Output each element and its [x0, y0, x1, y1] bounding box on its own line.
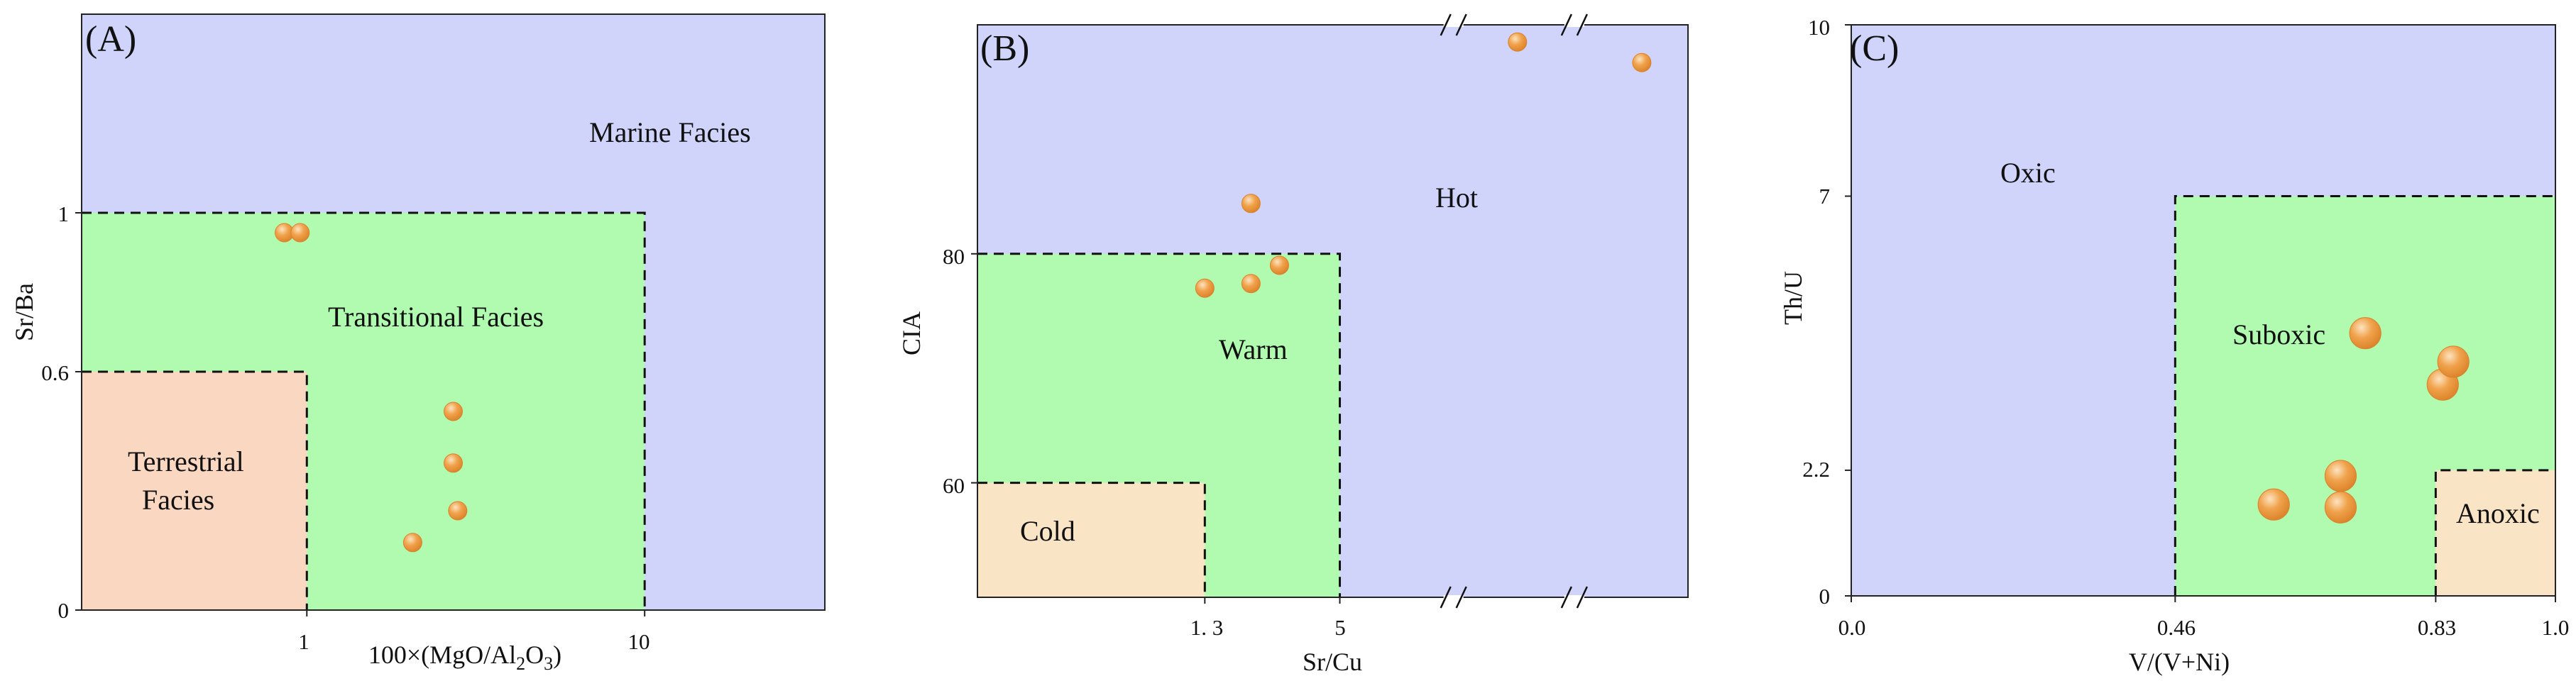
data-point-b-6	[1632, 52, 1652, 72]
data-point-b-2	[1241, 194, 1261, 214]
boundary-b-cold	[977, 482, 1206, 597]
panel-c: (C) Oxic Suboxic Anoxic 10 7 2.2 0 0.0 0…	[1779, 15, 2569, 676]
panel-a-points	[275, 223, 468, 553]
data-point-a-5	[448, 501, 468, 521]
panel-b-ticks	[971, 253, 1341, 604]
panel-b-ylabel: CIA	[897, 311, 926, 355]
boundary-a-transitional-facies	[82, 211, 646, 610]
data-point-c-1	[2257, 488, 2290, 521]
data-point-a-6	[402, 533, 422, 553]
axis-break-bottom-1	[1440, 586, 1467, 609]
data-point-c-3	[2324, 491, 2357, 524]
panel-c-xlabel: V/(V+Ni)	[2129, 648, 2230, 676]
data-point-c-4	[2349, 317, 2382, 350]
panel-a-plot-frame	[81, 13, 826, 611]
boundary-a-terrestrial-facies	[82, 370, 308, 610]
panel-b: (B) Hot Warm Cold 80 60 1. 3 5 CIA Sr/Cu	[897, 13, 1689, 676]
data-point-a-2	[290, 223, 310, 243]
region-label-transitional-facies: Transitional Facies	[328, 301, 544, 333]
panel-c-ylabel: Th/U	[1779, 271, 1807, 325]
panel-c-points	[2257, 317, 2470, 524]
data-point-c-6	[2437, 345, 2470, 378]
data-point-a-4	[444, 453, 463, 473]
boundary-b-warm	[977, 253, 1342, 597]
panel-b-xlabel: Sr/Cu	[1303, 648, 1362, 676]
panel-a-xtick-10: 10	[628, 629, 650, 654]
region-b-cold	[977, 482, 1205, 597]
panel-c-xtick-0-46: 0.46	[2157, 615, 2196, 640]
panel-a-ytick-1: 1	[58, 201, 70, 226]
panel-a-ytick-0: 0	[58, 598, 70, 623]
panel-b-xtick-5: 5	[1334, 615, 1346, 640]
panel-b-ytick-60: 60	[943, 473, 965, 498]
region-label-facies: Facies	[142, 484, 214, 516]
panel-a-xtick-1: 1	[298, 629, 309, 654]
region-c-anoxic	[2435, 470, 2555, 596]
data-point-c-2	[2324, 460, 2357, 492]
data-point-a-3	[444, 402, 463, 421]
panel-c-ytick-10: 10	[1808, 15, 1830, 40]
data-point-b-5	[1508, 32, 1528, 52]
data-point-b-3	[1241, 274, 1261, 294]
panel-b-regions	[977, 25, 1688, 597]
panel-b-ytick-80: 80	[943, 244, 965, 269]
panel-a-ylabel: Sr/Ba	[10, 283, 38, 341]
region-label-warm: Warm	[1219, 333, 1288, 365]
region-label-oxic: Oxic	[2000, 157, 2056, 189]
panel-c-ytick-2-2: 2.2	[1802, 457, 1830, 482]
panel-a-ticks	[75, 212, 646, 616]
axis-break-top-1	[1440, 13, 1467, 36]
region-a-terrestrial-facies	[82, 372, 307, 610]
panel-c-xtick-0-0: 0.0	[1838, 615, 1866, 640]
boundary-c-suboxic	[2174, 195, 2555, 596]
panel-c-plot-frame	[1851, 24, 2556, 597]
panel-c-ticks	[1845, 24, 2556, 602]
panel-b-points	[1195, 32, 1652, 298]
panel-b-axis-breaks	[1440, 13, 1588, 609]
axis-break-top-2	[1560, 13, 1588, 36]
region-label-anoxic: Anoxic	[2456, 497, 2540, 529]
panel-c-regions	[1851, 25, 2555, 596]
panel-b-plot-frame	[977, 24, 1689, 598]
region-label-marine-facies: Marine Facies	[589, 116, 751, 148]
data-point-b-1	[1195, 278, 1215, 298]
panel-c-ytick-0: 0	[1819, 584, 1831, 609]
panel-a-title: (A)	[85, 19, 136, 60]
data-point-b-4	[1269, 255, 1289, 275]
axis-break-bottom-2	[1560, 586, 1588, 609]
panel-b-title: (B)	[980, 28, 1029, 69]
region-label-suboxic: Suboxic	[2232, 319, 2325, 350]
panel-a-xlabel: 100×(MgO/Al2O3)	[368, 641, 561, 674]
region-label-cold: Cold	[1020, 515, 1075, 547]
region-label-terrestrial: Terrestrial	[128, 445, 244, 477]
panel-c-xtick-0-83: 0.83	[2418, 615, 2456, 640]
panel-c-xtick-1-0: 1.0	[2542, 615, 2570, 640]
panel-a-ytick-0-6: 0.6	[41, 360, 69, 385]
panel-c-ytick-7: 7	[1819, 184, 1831, 209]
panel-a: (A) Marine Facies Transitional Facies Te…	[10, 13, 826, 674]
boundary-c-anoxic	[2434, 469, 2555, 596]
panel-c-title: (C)	[1850, 28, 1899, 69]
panel-b-xtick-1-3: 1. 3	[1190, 615, 1224, 640]
region-label-hot: Hot	[1435, 182, 1478, 214]
